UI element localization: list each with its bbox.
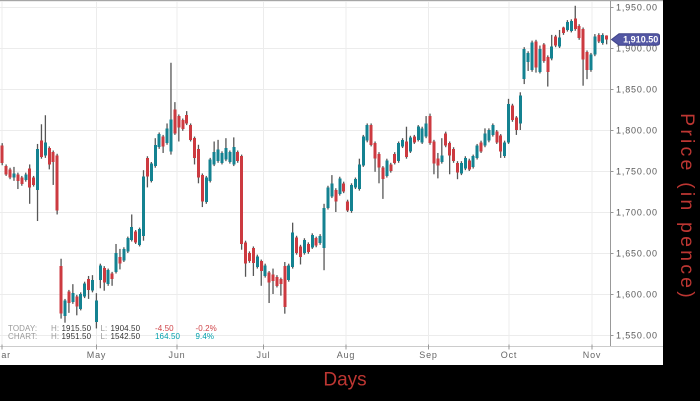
svg-text:1,650.00: 1,650.00 [616,248,658,258]
svg-text:1904.50: 1904.50 [111,324,141,333]
svg-text:Aug: Aug [337,350,355,360]
svg-text:1,800.00: 1,800.00 [616,125,658,135]
svg-text:Sep: Sep [419,350,437,360]
svg-text:Days: Days [323,370,366,391]
svg-text:TODAY:: TODAY: [8,324,37,333]
svg-text:Jun: Jun [169,350,186,360]
svg-text:1542.50: 1542.50 [111,332,141,341]
svg-text:CHART:: CHART: [8,332,37,341]
svg-text:-0.2%: -0.2% [196,324,217,333]
svg-text:1,910.50: 1,910.50 [623,35,658,45]
svg-text:Price (in pence): Price (in pence) [676,113,698,301]
svg-text:L:: L: [101,332,108,341]
svg-text:1951.50: 1951.50 [62,332,92,341]
svg-text:L:: L: [101,324,108,333]
svg-text:164.50: 164.50 [155,332,181,341]
svg-text:1915.50: 1915.50 [62,324,92,333]
svg-text:-4.50: -4.50 [155,324,174,333]
svg-text:H:: H: [51,324,59,333]
svg-text:Nov: Nov [583,350,601,360]
svg-text:Jul: Jul [257,350,271,360]
svg-text:1,700.00: 1,700.00 [616,207,658,217]
svg-text:H:: H: [51,332,59,341]
svg-text:May: May [87,350,106,360]
svg-text:1,750.00: 1,750.00 [616,166,658,176]
svg-text:1,550.00: 1,550.00 [616,330,658,340]
svg-text:9.4%: 9.4% [196,332,215,341]
svg-text:1,900.00: 1,900.00 [616,43,658,53]
svg-text:Mar: Mar [0,350,11,360]
svg-text:1,850.00: 1,850.00 [616,84,658,94]
svg-text:1,950.00: 1,950.00 [616,2,658,12]
svg-text:1,600.00: 1,600.00 [616,289,658,299]
svg-text:Oct: Oct [501,350,517,360]
